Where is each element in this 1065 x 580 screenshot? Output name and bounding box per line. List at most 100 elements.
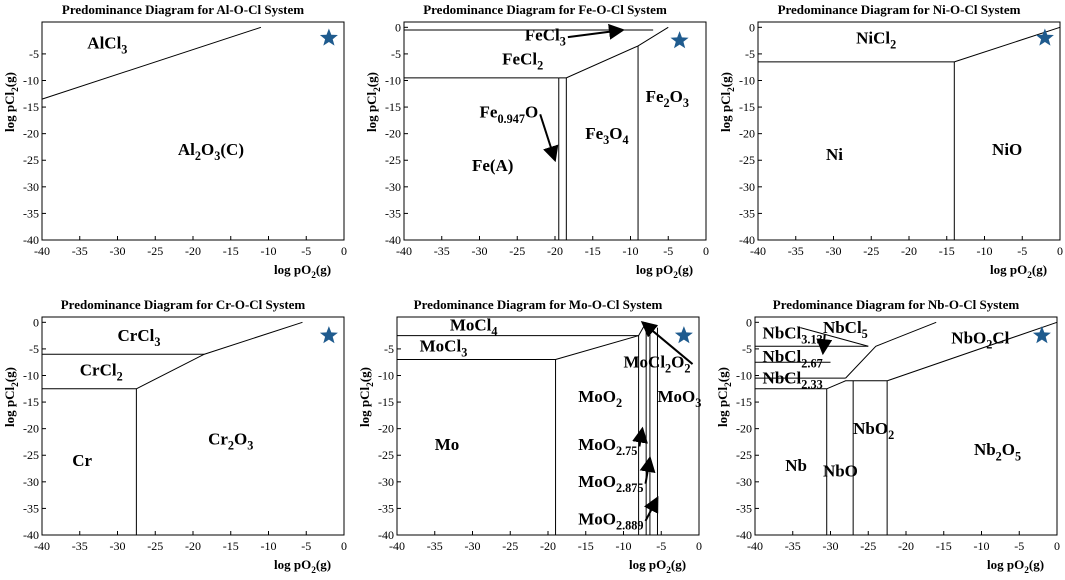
text-part: CrCl bbox=[80, 360, 117, 379]
text-part: log pCl bbox=[2, 91, 17, 131]
x-tick-label: -25 bbox=[509, 244, 525, 258]
y-tick-label: -35 bbox=[736, 501, 752, 515]
region-label: NiCl2 bbox=[856, 28, 896, 51]
x-tick-label: -5 bbox=[301, 539, 311, 553]
text-part: (g) bbox=[718, 72, 733, 87]
region-label: NbO2Cl bbox=[951, 329, 1009, 352]
text-part: O bbox=[609, 124, 622, 143]
subscript: 4 bbox=[622, 133, 628, 147]
text-part: (g) bbox=[2, 72, 17, 87]
x-tick-label: 0 bbox=[703, 244, 709, 258]
text-part: Cr bbox=[72, 451, 92, 470]
subscript: 2 bbox=[228, 439, 234, 453]
text-part: CrCl bbox=[118, 326, 155, 345]
x-tick-label: -25 bbox=[502, 539, 518, 553]
y-tick-label: -35 bbox=[739, 206, 755, 220]
y-axis-label: log pCl2(g) bbox=[2, 367, 21, 427]
x-tick-label: -25 bbox=[863, 244, 879, 258]
region-label: NiO bbox=[992, 140, 1022, 159]
region-label: NbCl3.13 bbox=[763, 323, 823, 346]
subscript: 2 bbox=[673, 271, 678, 281]
y-tick-label: -10 bbox=[739, 73, 755, 87]
x-tick-label: -15 bbox=[223, 539, 239, 553]
y-tick-label: -20 bbox=[385, 127, 401, 141]
text-part: (g) bbox=[357, 367, 372, 382]
x-tick-label: -40 bbox=[747, 539, 763, 553]
text-part: NiO bbox=[992, 140, 1022, 159]
text-part: log pO bbox=[987, 557, 1024, 572]
y-tick-label: -30 bbox=[739, 180, 755, 194]
subscript: 3 bbox=[683, 96, 689, 110]
y-tick-label: -25 bbox=[736, 448, 752, 462]
x-tick-label: -40 bbox=[750, 244, 766, 258]
y-tick-label: -40 bbox=[739, 233, 755, 247]
text-part: FeCl bbox=[525, 26, 560, 45]
x-tick-label: 0 bbox=[1057, 244, 1063, 258]
y-tick-label: -30 bbox=[385, 180, 401, 194]
y-tick-label: -10 bbox=[378, 368, 394, 382]
y-tick-label: -40 bbox=[23, 233, 39, 247]
region-label: FeCl3 bbox=[525, 26, 566, 49]
subscript: 2.67 bbox=[801, 356, 822, 370]
region-label: NbO2 bbox=[853, 419, 894, 442]
panel-title: Predominance Diagram for Cr-O-Cl System bbox=[61, 297, 306, 312]
text-part: (g) bbox=[678, 262, 693, 277]
subscript: 3 bbox=[121, 43, 127, 57]
subscript: 2 bbox=[1024, 566, 1029, 576]
x-tick-label: 0 bbox=[696, 539, 702, 553]
x-tick-label: -30 bbox=[465, 539, 481, 553]
x-tick-label: -10 bbox=[977, 244, 993, 258]
subscript: 2 bbox=[727, 87, 737, 92]
y-tick-label: 0 bbox=[749, 20, 755, 34]
subscript: 2 bbox=[117, 370, 123, 384]
subscript: 2 bbox=[11, 382, 21, 387]
text-part: Fe bbox=[585, 124, 603, 143]
x-tick-label: -35 bbox=[788, 244, 804, 258]
y-tick-label: -15 bbox=[23, 395, 39, 409]
y-tick-label: -10 bbox=[736, 368, 752, 382]
text-part: MoO bbox=[578, 435, 616, 454]
y-tick-label: -10 bbox=[23, 73, 39, 87]
region-label: AlCl3 bbox=[87, 34, 127, 57]
phase-boundary bbox=[41, 26, 262, 100]
y-tick-label: 0 bbox=[746, 315, 752, 329]
subscript: 2 bbox=[666, 566, 671, 576]
subscript: 3 bbox=[695, 396, 701, 410]
region-label: Ni bbox=[826, 145, 843, 164]
x-tick-label: -20 bbox=[901, 244, 917, 258]
x-axis-label: log pO2(g) bbox=[636, 262, 693, 281]
y-tick-label: -15 bbox=[385, 100, 401, 114]
x-axis-label: log pO2(g) bbox=[990, 262, 1047, 281]
text-part: Cl bbox=[992, 329, 1009, 348]
text-part: log pCl bbox=[357, 386, 372, 426]
x-tick-label: -30 bbox=[110, 244, 126, 258]
text-part: MoCl bbox=[450, 315, 492, 334]
plot-frame bbox=[757, 21, 1061, 241]
x-tick-label: -10 bbox=[261, 539, 277, 553]
region-label: NbCl5 bbox=[823, 318, 868, 341]
text-part: NbO bbox=[853, 419, 888, 438]
x-axis-label: log pO2(g) bbox=[274, 262, 331, 281]
y-tick-label: -35 bbox=[385, 206, 401, 220]
x-tick-label: -35 bbox=[72, 244, 88, 258]
text-part: NbCl bbox=[763, 347, 802, 366]
x-tick-label: -15 bbox=[585, 244, 601, 258]
x-tick-label: -30 bbox=[110, 539, 126, 553]
text-part: Fe bbox=[646, 87, 664, 106]
y-tick-label: -40 bbox=[378, 528, 394, 542]
text-part: NbCl bbox=[823, 318, 862, 337]
phase-boundary bbox=[136, 321, 303, 390]
text-part: (g) bbox=[671, 557, 686, 572]
phase-boundary bbox=[886, 321, 1058, 382]
y-tick-label: -5 bbox=[29, 47, 39, 61]
x-tick-label: -25 bbox=[860, 539, 876, 553]
text-part: O bbox=[525, 103, 538, 122]
subscript: 3 bbox=[214, 149, 220, 163]
x-tick-label: -40 bbox=[34, 539, 50, 553]
y-tick-label: 0 bbox=[395, 20, 401, 34]
region-label: CrCl3 bbox=[118, 326, 161, 349]
text-part: O bbox=[201, 140, 214, 159]
label-arrow bbox=[639, 455, 656, 484]
label-arrow bbox=[816, 334, 833, 356]
